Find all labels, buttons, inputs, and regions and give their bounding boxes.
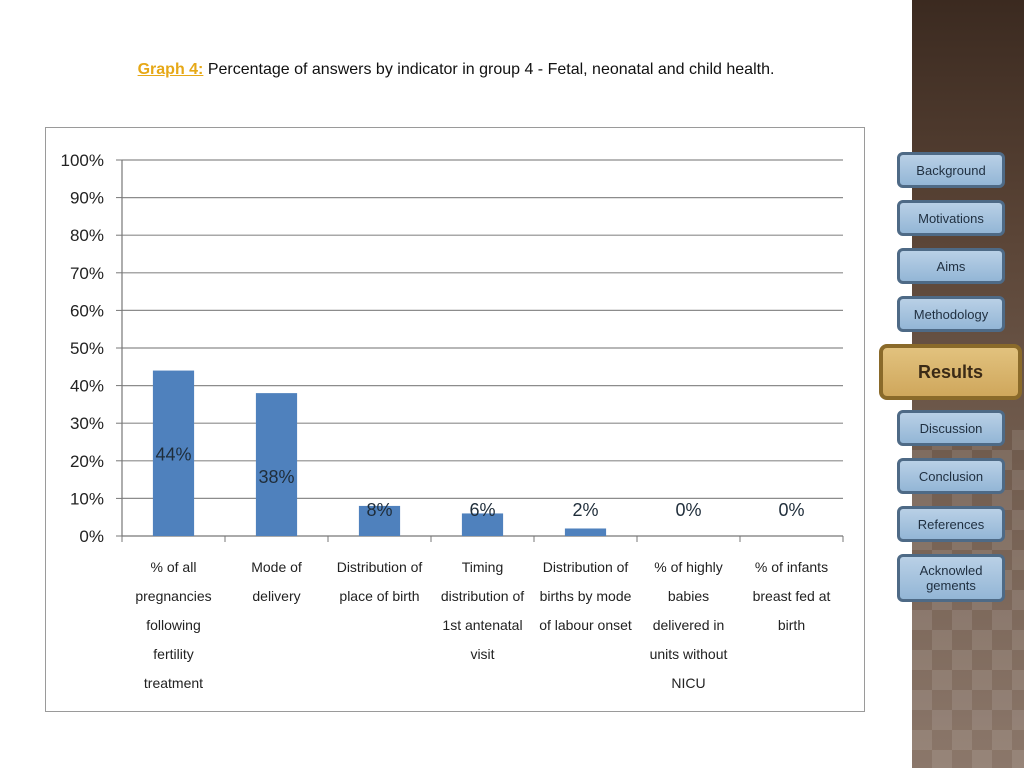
nav-button-label: Methodology (913, 306, 989, 322)
nav-button-label: Results (917, 361, 984, 382)
nav-button-aims[interactable]: Aims (897, 248, 1005, 284)
nav-button-conclusion[interactable]: Conclusion (897, 458, 1005, 494)
nav-button-label: Background (916, 162, 986, 178)
chart-frame (45, 127, 865, 712)
nav-button-motivations[interactable]: Motivations (897, 200, 1005, 236)
nav-button-label: Discussion (919, 420, 983, 436)
slide-title: Graph 4: Percentage of answers by indica… (0, 61, 912, 79)
nav-button-label: Motivations (918, 210, 984, 226)
nav-button-discussion[interactable]: Discussion (897, 410, 1005, 446)
nav-button-background[interactable]: Background (897, 152, 1005, 188)
nav-button-results[interactable]: Results (879, 344, 1022, 400)
nav-button-label: Aims (936, 258, 966, 274)
graph-title-text: Percentage of answers by indicator in gr… (203, 61, 775, 78)
graph-number-label: Graph 4: (137, 61, 204, 78)
nav-button-references[interactable]: References (897, 506, 1005, 542)
nav-button-label: References (917, 516, 985, 532)
nav-button-label: Acknowledgements (919, 563, 983, 593)
nav-button-acknowledgements[interactable]: Acknowledgements (897, 554, 1005, 602)
nav-button-methodology[interactable]: Methodology (897, 296, 1005, 332)
nav-button-label: Conclusion (918, 468, 984, 484)
